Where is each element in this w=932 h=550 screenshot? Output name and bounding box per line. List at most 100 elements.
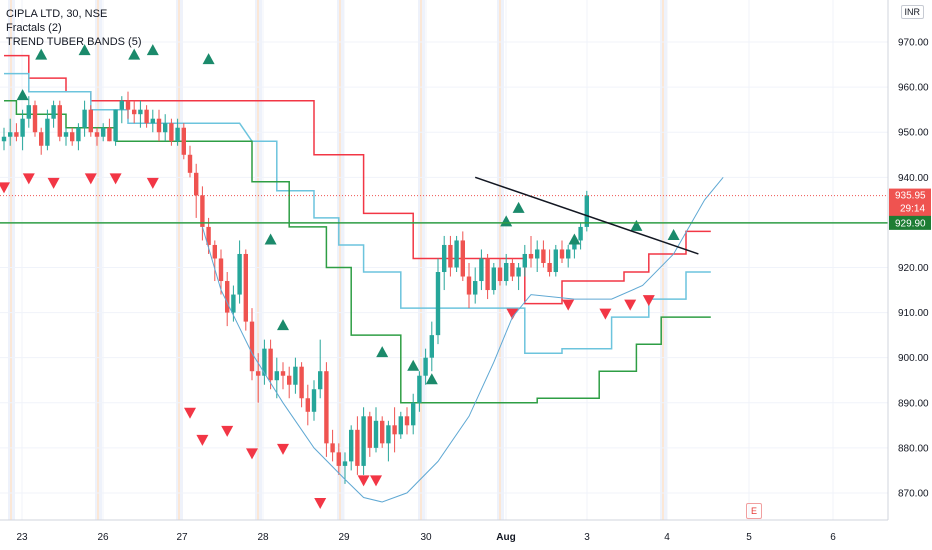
- candle: [411, 393, 416, 435]
- fractal-down-marker: [642, 295, 655, 307]
- candle-body: [101, 127, 106, 137]
- candle: [330, 429, 335, 462]
- candle: [442, 235, 447, 291]
- cup-arc: [201, 176, 724, 503]
- fractal-down-marker: [562, 299, 575, 311]
- legend-fractals[interactable]: Fractals (2): [6, 22, 62, 34]
- earnings-event-badge[interactable]: E: [746, 503, 762, 519]
- candle-body: [392, 425, 397, 435]
- candle: [336, 443, 341, 475]
- candle-body: [63, 132, 69, 137]
- candle-body: [268, 348, 273, 381]
- candle-body: [553, 249, 558, 273]
- candle-body: [473, 281, 478, 295]
- candle: [175, 118, 180, 146]
- candle: [528, 235, 534, 268]
- fractal-up-marker: [407, 359, 420, 371]
- fractal-down-marker: [0, 182, 10, 194]
- candle-body: [1, 136, 7, 142]
- fractal-up-marker: [78, 44, 91, 56]
- candle-body: [355, 429, 360, 466]
- candle: [473, 267, 478, 304]
- candle-body: [88, 109, 93, 133]
- session-stripe-accent: [339, 0, 341, 520]
- candle-body: [150, 118, 155, 124]
- fractal-down-marker: [109, 173, 122, 185]
- candle-body: [535, 249, 540, 259]
- fractal-up-marker: [16, 89, 29, 101]
- candle: [76, 123, 81, 151]
- currency-label[interactable]: INR: [900, 5, 924, 19]
- candle-body: [119, 100, 124, 110]
- candle-body: [380, 420, 385, 444]
- fractal-up-marker: [376, 346, 389, 358]
- candle: [218, 249, 224, 295]
- fractal-up-marker: [568, 233, 581, 245]
- candle: [522, 244, 527, 277]
- fractal-up-marker: [146, 44, 159, 56]
- candle-body: [454, 240, 459, 268]
- last-price-tag: [889, 188, 931, 217]
- candle-body: [404, 416, 410, 426]
- trend-tuber-bands: [4, 54, 711, 404]
- time-tick-label: 29: [338, 532, 350, 543]
- fractal-down-marker: [196, 434, 209, 446]
- candle: [454, 235, 459, 273]
- candle: [547, 249, 552, 277]
- candle: [262, 339, 267, 385]
- candle-body: [45, 118, 50, 146]
- candle: [361, 407, 366, 475]
- candle-body: [107, 127, 112, 142]
- candle-body: [398, 416, 403, 435]
- candle-body: [8, 132, 13, 137]
- candle-body: [14, 132, 19, 137]
- time-tick-label: 26: [97, 532, 109, 543]
- candle-body: [373, 420, 379, 448]
- candle: [367, 411, 372, 457]
- candle-body: [237, 253, 242, 295]
- fractal-up-marker: [512, 201, 525, 213]
- candle: [225, 272, 230, 327]
- legend-bands[interactable]: TREND TUBER BANDS (5): [6, 36, 142, 48]
- candle: [144, 105, 149, 128]
- candle-body: [163, 123, 168, 133]
- time-tick-label: 28: [257, 532, 269, 543]
- candle-body: [528, 253, 534, 259]
- candle: [342, 452, 348, 484]
- last-price-countdown: 29:14: [900, 204, 925, 215]
- session-stripe-accent: [420, 0, 422, 520]
- candle: [429, 321, 434, 372]
- candle: [88, 105, 93, 137]
- fractals: [0, 44, 680, 509]
- fractal-down-marker: [84, 173, 97, 185]
- fractal-down-marker: [22, 173, 35, 185]
- fractal-down-marker: [314, 497, 327, 509]
- candle: [169, 118, 174, 146]
- time-tick-label: 30: [420, 532, 432, 543]
- candle: [349, 425, 354, 471]
- candle-body: [125, 100, 131, 110]
- candle-body: [181, 127, 186, 155]
- price-axis-bg: [888, 0, 932, 550]
- candles[interactable]: [1, 91, 589, 484]
- candle-body: [349, 429, 354, 462]
- candle-body: [448, 244, 453, 268]
- candle: [448, 235, 453, 277]
- candle: [485, 253, 490, 300]
- candle-body: [293, 366, 298, 385]
- candle: [39, 127, 44, 155]
- legend-symbol[interactable]: CIPLA LTD, 30, NSE: [6, 8, 108, 20]
- fractal-down-marker: [624, 299, 637, 311]
- candle-body: [280, 371, 286, 376]
- candle: [280, 362, 286, 390]
- candle: [373, 407, 379, 453]
- price-tick-label: 920.00: [898, 263, 929, 274]
- price-axis[interactable]: 970.00960.00950.00940.00930.00920.00910.…: [887, 0, 932, 550]
- candle: [194, 163, 199, 218]
- candle: [26, 96, 31, 128]
- candle-body: [318, 371, 323, 390]
- fractal-up-marker: [425, 373, 438, 385]
- candle: [417, 371, 422, 412]
- time-axis[interactable]: 23 26 27 28 29 30 Aug 3 4 5 6: [0, 519, 888, 543]
